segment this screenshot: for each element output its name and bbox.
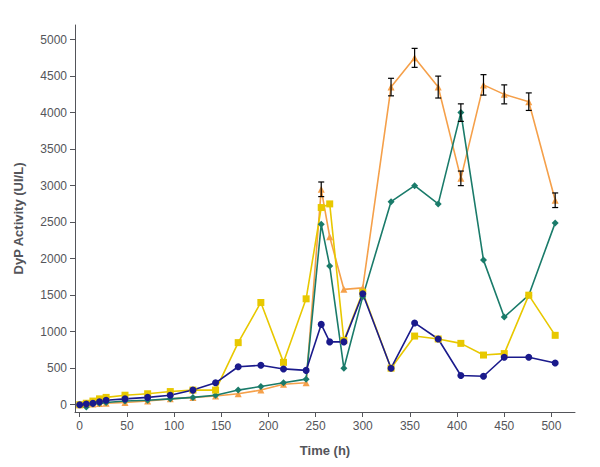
svg-text:DyP Activity (UI/L): DyP Activity (UI/L) xyxy=(11,163,26,275)
svg-text:450: 450 xyxy=(494,419,514,433)
svg-text:300: 300 xyxy=(353,419,373,433)
svg-text:3500: 3500 xyxy=(40,142,67,156)
svg-text:500: 500 xyxy=(47,361,67,375)
svg-text:100: 100 xyxy=(164,419,184,433)
svg-text:350: 350 xyxy=(400,419,420,433)
svg-text:1500: 1500 xyxy=(40,288,67,302)
svg-text:2000: 2000 xyxy=(40,252,67,266)
svg-text:500: 500 xyxy=(541,419,561,433)
svg-text:0: 0 xyxy=(60,398,67,412)
svg-text:400: 400 xyxy=(447,419,467,433)
svg-text:200: 200 xyxy=(258,419,278,433)
svg-text:4000: 4000 xyxy=(40,106,67,120)
svg-text:50: 50 xyxy=(120,419,134,433)
svg-text:5000: 5000 xyxy=(40,33,67,47)
svg-text:1000: 1000 xyxy=(40,325,67,339)
svg-text:0: 0 xyxy=(76,419,83,433)
svg-text:2500: 2500 xyxy=(40,215,67,229)
svg-text:150: 150 xyxy=(211,419,231,433)
svg-text:250: 250 xyxy=(306,419,326,433)
svg-text:4500: 4500 xyxy=(40,69,67,83)
svg-text:Time (h): Time (h) xyxy=(300,443,350,458)
svg-text:3000: 3000 xyxy=(40,179,67,193)
